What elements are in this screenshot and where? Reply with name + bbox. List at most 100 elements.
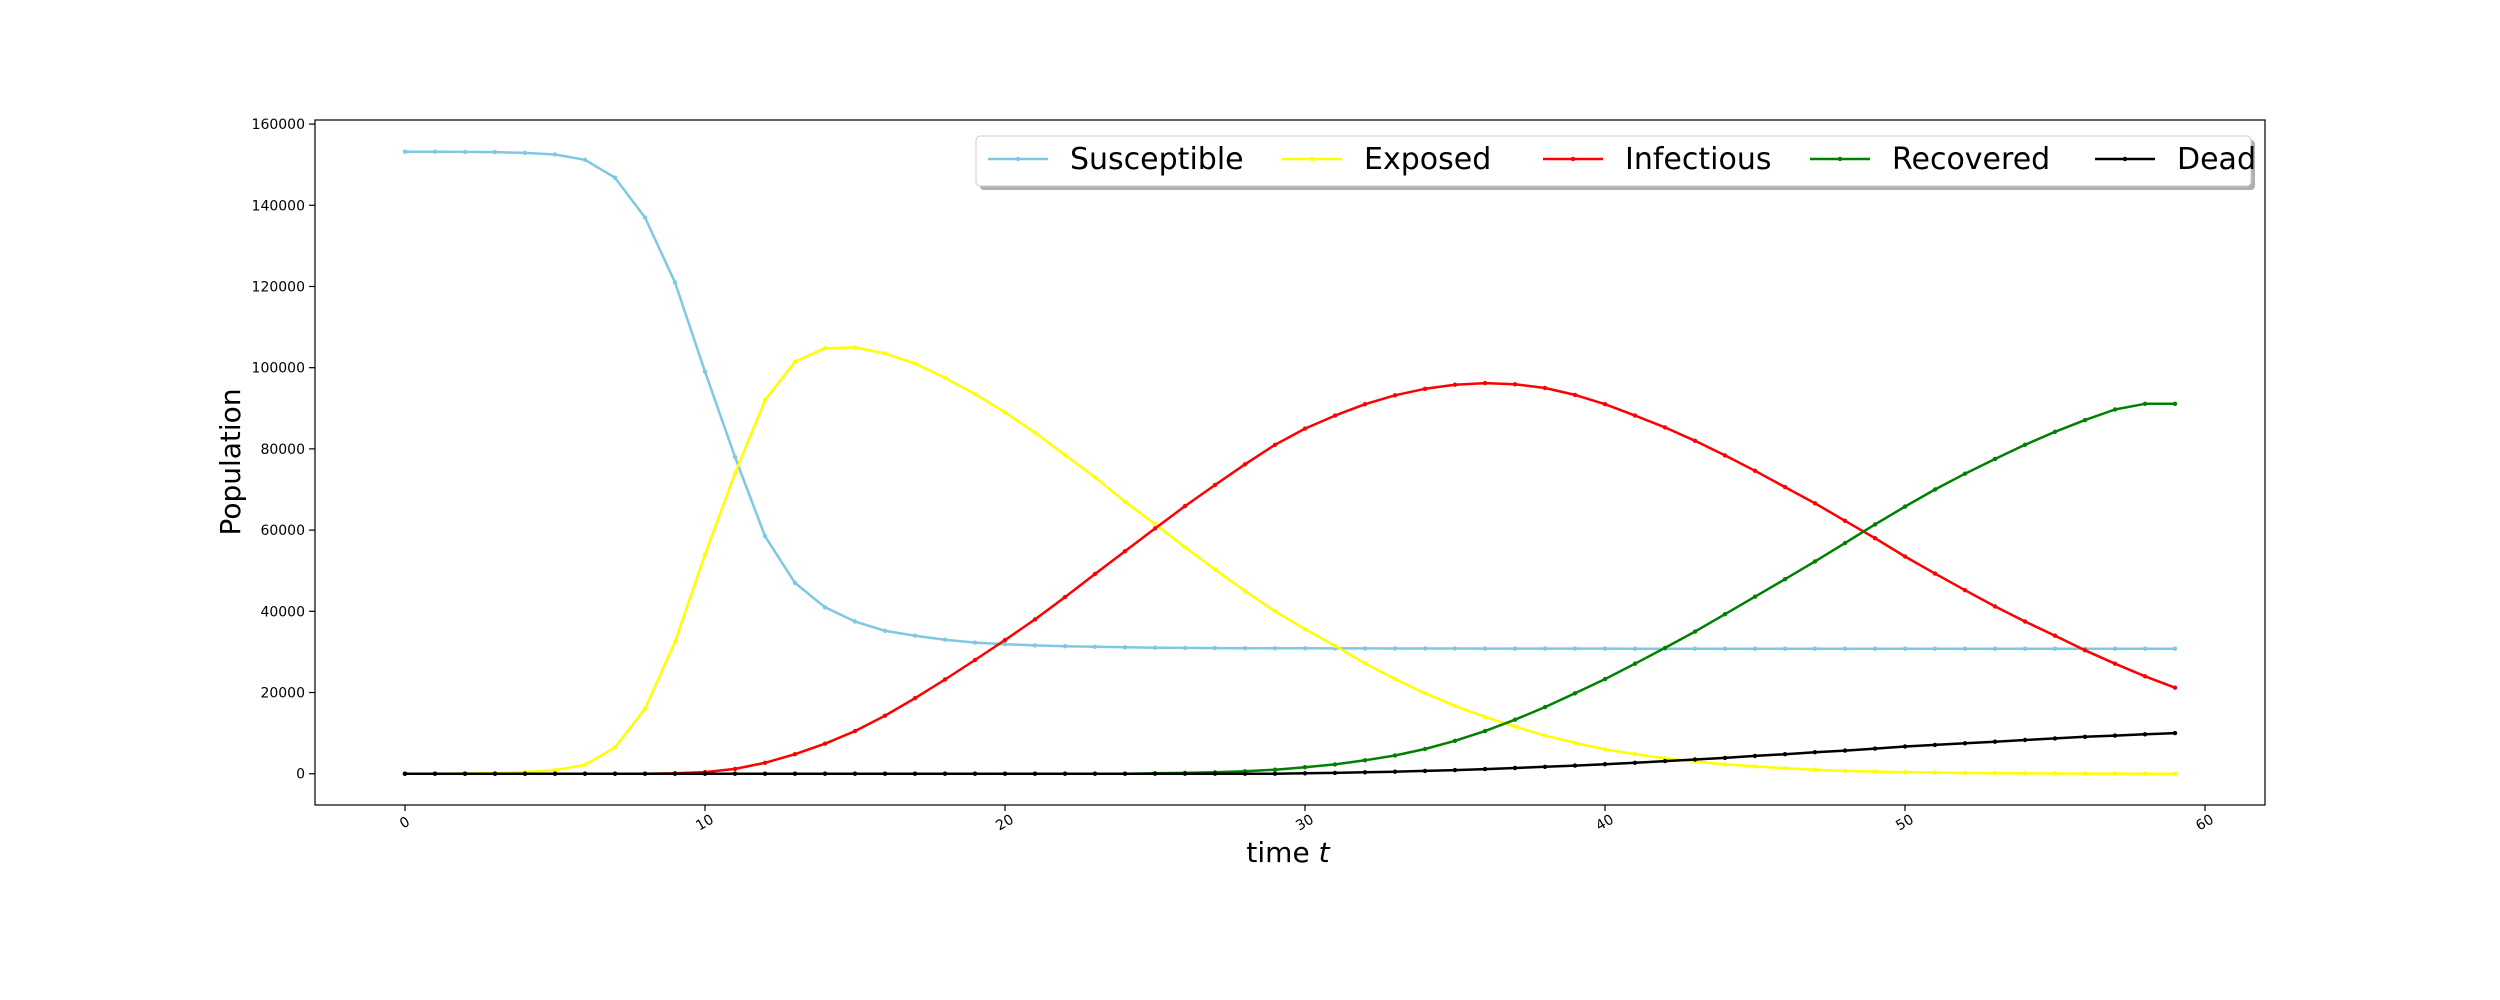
data-point-infectious [1182,503,1188,509]
data-point-susceptible [1722,646,1728,651]
data-point-dead [1632,760,1638,765]
data-point-susceptible [1962,646,1968,651]
series-line-exposed [405,346,2175,775]
data-point-exposed [1392,676,1398,682]
data-point-dead [1902,744,1908,749]
data-point-recovered [1482,728,1488,734]
data-point-dead [2052,736,2058,741]
data-point-susceptible [1902,646,1908,651]
data-point-dead [1272,771,1278,776]
data-point-susceptible [462,149,468,155]
data-point-exposed [1482,714,1488,720]
data-point-exposed [1212,567,1218,572]
data-point-exposed [612,745,618,750]
data-point-susceptible [1752,646,1758,651]
data-point-exposed [1752,764,1758,769]
x-tick-label: 50 [1893,812,1916,835]
data-point-recovered [1542,704,1548,710]
series-line-dead [405,731,2176,775]
data-point-infectious [1752,468,1758,473]
data-point-dead [792,771,798,776]
y-tick-label: 40000 [260,604,305,620]
series-susceptible [402,149,2178,651]
x-tick-label: 60 [2193,812,2216,835]
data-point-dead [1392,769,1398,774]
data-point-infectious [1962,588,1968,593]
data-point-infectious [1092,571,1098,577]
x-tick-label: 20 [993,812,1016,835]
data-point-susceptible [1362,646,1368,651]
data-point-susceptible [1812,646,1818,651]
data-point-dead [1422,768,1428,774]
data-point-dead [582,771,588,776]
data-point-susceptible [1992,646,1998,651]
x-tick-label: 30 [1293,812,1316,835]
data-point-recovered [2172,401,2178,406]
data-point-susceptible [732,454,738,460]
data-point-infectious [2082,648,2088,653]
data-point-exposed [2082,771,2088,776]
data-point-exposed [1932,770,1938,775]
data-point-exposed [1032,430,1038,435]
data-point-susceptible [1182,645,1188,651]
data-point-exposed [912,361,918,366]
data-point-recovered [1872,522,1878,527]
data-point-susceptible [942,637,948,642]
y-tick-label: 80000 [260,442,305,458]
data-point-dead [492,771,498,776]
data-point-infectious [1542,385,1548,391]
data-point-dead [1212,771,1218,776]
legend-marker-dead [2122,156,2128,162]
data-point-exposed [1242,588,1248,594]
data-point-susceptible [2142,646,2148,651]
data-point-recovered [1362,758,1368,763]
y-tick-label: 60000 [260,523,305,539]
data-point-dead [1242,771,1248,776]
data-point-susceptible [1392,646,1398,651]
data-point-susceptible [1482,646,1488,651]
legend-marker-exposed [1309,156,1315,162]
data-point-dead [822,771,828,776]
plot-background [315,120,2265,805]
x-axis-label-text: time [1246,836,1309,869]
x-tick-label: 0 [397,814,413,832]
data-point-susceptible [1122,645,1128,650]
data-point-exposed [2142,771,2148,776]
data-point-dead [1032,771,1038,776]
data-point-susceptible [702,369,708,374]
data-point-exposed [1842,768,1848,774]
data-point-exposed [732,471,738,476]
data-point-dead [732,771,738,776]
data-point-susceptible [1152,645,1158,650]
data-point-exposed [1542,733,1548,738]
data-point-susceptible [2022,646,2028,651]
data-point-dead [1482,766,1488,772]
data-point-exposed [852,345,858,350]
y-tick-label: 0 [296,767,305,783]
data-point-exposed [1632,752,1638,757]
data-point-susceptible [552,152,558,157]
x-axis-label-variable: t [1319,836,1331,869]
data-point-infectious [1872,536,1878,541]
data-point-dead [762,771,768,776]
data-point-dead [1182,771,1188,776]
legend-label-exposed: Exposed [1364,142,1491,177]
data-point-exposed [702,552,708,557]
data-point-recovered [1452,738,1458,743]
data-point-susceptible [1032,643,1038,648]
data-point-exposed [1302,627,1308,632]
data-point-infectious [942,677,948,682]
data-point-exposed [882,351,888,356]
data-point-dead [2022,737,2028,743]
data-point-infectious [972,657,978,663]
data-point-dead [702,771,708,776]
data-point-infectious [1242,462,1248,467]
data-point-exposed [2172,771,2178,776]
y-axis-label: Population [214,388,247,535]
data-point-infectious [1512,382,1518,387]
data-point-recovered [1752,594,1758,599]
data-point-susceptible [1842,646,1848,651]
y-tick-label: 140000 [252,198,305,214]
data-point-infectious [1482,380,1488,386]
data-point-recovered [1422,746,1428,752]
